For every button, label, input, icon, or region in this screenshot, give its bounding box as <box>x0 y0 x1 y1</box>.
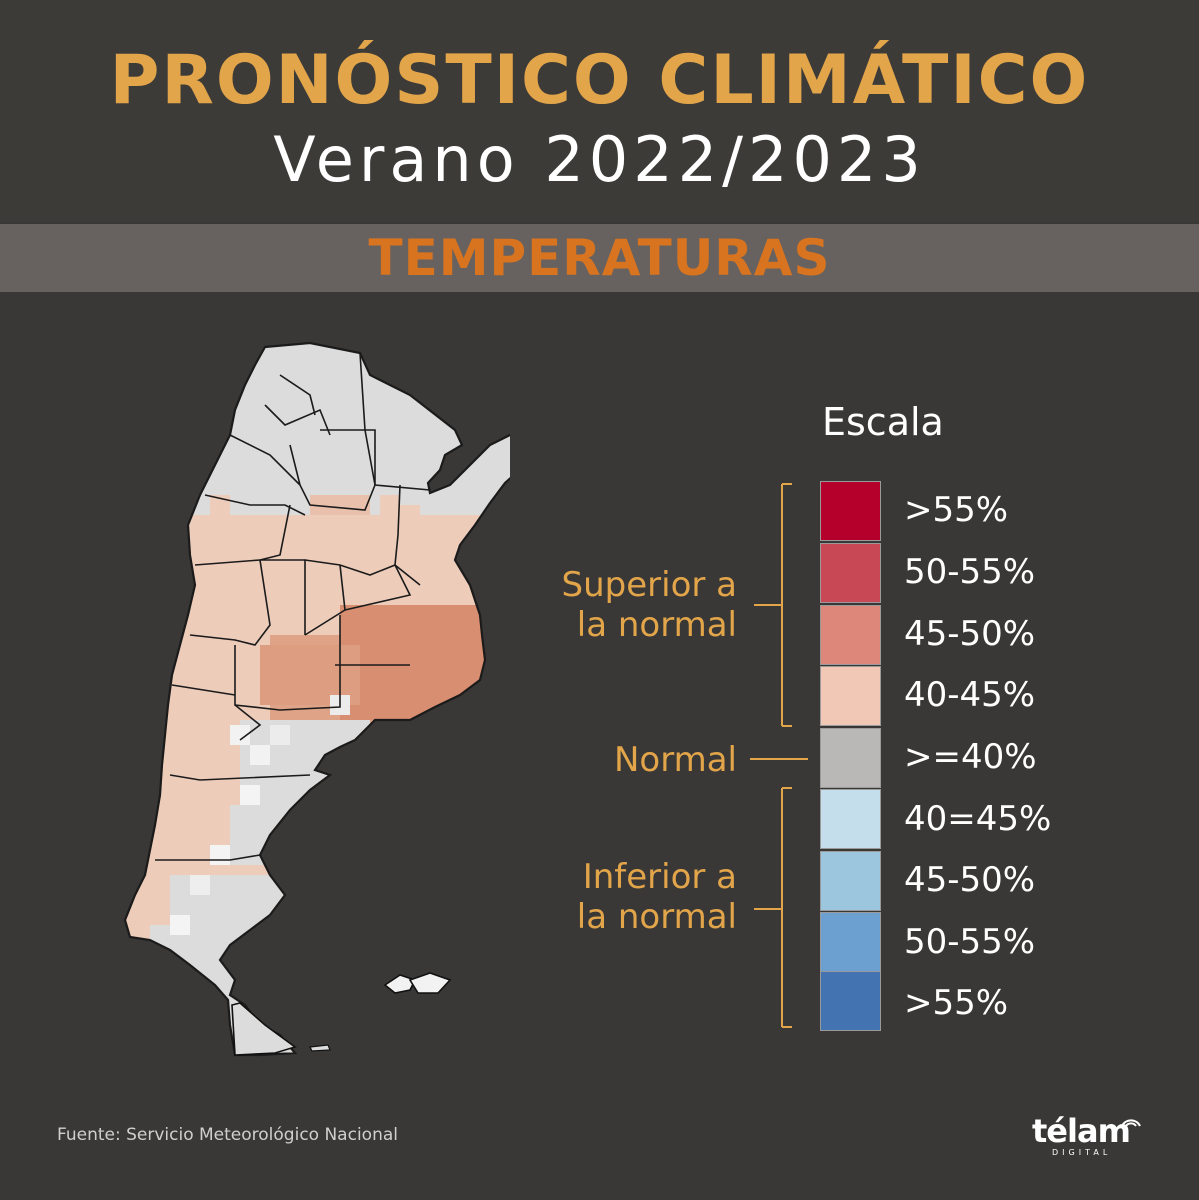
normal-patch-2 <box>230 805 330 865</box>
normal-cell <box>190 875 210 895</box>
legend-swatch <box>820 789 881 849</box>
normal-cell <box>210 845 230 865</box>
legend-swatch <box>820 971 881 1031</box>
anomaly-cell <box>380 495 400 515</box>
group-label-line: la normal <box>576 897 737 937</box>
legend-swatch <box>820 666 881 726</box>
group-label-line: la normal <box>576 605 737 645</box>
legend-label: 45-50% <box>904 614 1036 654</box>
legend-swatch <box>820 481 881 541</box>
section-band: TEMPERATURAS <box>0 224 1199 292</box>
section-title: TEMPERATURAS <box>368 229 831 287</box>
legend-title: Escala <box>822 400 944 444</box>
argentina-map-svg <box>123 341 547 1057</box>
legend-label: 50-55% <box>904 922 1036 962</box>
legend-label: 45-50% <box>904 860 1036 900</box>
normal-cell <box>250 745 270 765</box>
logo-subtitle: DIGITAL <box>1052 1148 1112 1157</box>
signal-icon <box>1121 1119 1141 1127</box>
normal-cell <box>240 785 260 805</box>
tierra-del-fuego <box>231 1002 331 1056</box>
legend-swatch <box>820 543 881 603</box>
telam-logo: télam DIGITAL <box>1032 1112 1142 1162</box>
logo-wordmark: télam <box>1032 1112 1131 1150</box>
source-credit: Fuente: Servicio Meteorológico Nacional <box>57 1125 398 1145</box>
argentina-map <box>110 335 547 1065</box>
bracket-inferior <box>754 787 792 1028</box>
legend-swatch <box>820 851 881 911</box>
anomaly-cell <box>310 495 370 515</box>
normal-cell <box>170 915 190 935</box>
legend-label: 40-45% <box>904 675 1036 715</box>
legend-label: 40=45% <box>904 799 1052 839</box>
legend-swatch <box>820 605 881 665</box>
legend-label: 50-55% <box>904 552 1036 592</box>
legend-swatch <box>820 912 881 972</box>
group-label-normal: Normal <box>613 740 737 780</box>
anomaly-cell <box>400 505 420 525</box>
page-title: PRONÓSTICO CLIMÁTICO <box>109 41 1090 120</box>
legend-label: >=40% <box>904 737 1037 777</box>
anomaly-zone-strong-buenos-aires <box>340 605 500 720</box>
legend-label: >55% <box>904 490 1009 530</box>
legend-label: >55% <box>904 983 1009 1023</box>
normal-cell <box>270 725 290 745</box>
group-label-superior: Superior a la normal <box>562 565 737 645</box>
group-label-line: Superior a <box>561 565 737 605</box>
malvinas-islands <box>383 972 452 994</box>
legend-brackets <box>750 483 808 1028</box>
group-label-line: Inferior a <box>582 857 737 897</box>
legend-swatch <box>820 728 881 788</box>
header: PRONÓSTICO CLIMÁTICO Verano 2022/2023 <box>0 0 1199 222</box>
page-subtitle: Verano 2022/2023 <box>273 123 926 196</box>
group-label-inferior: Inferior a la normal <box>577 857 737 937</box>
normal-cell <box>230 725 250 745</box>
bracket-superior <box>754 483 792 727</box>
